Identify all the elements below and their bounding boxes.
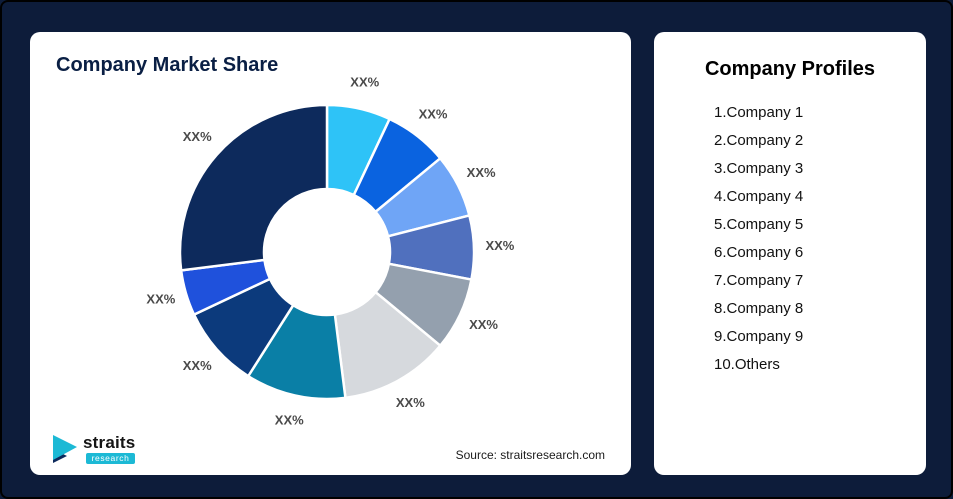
list-item: 2.Company 2: [714, 132, 804, 150]
logo-brand-text: straits: [83, 432, 136, 452]
logo-wordmark: straits research: [83, 432, 136, 464]
market-share-card: XX% XX% XX% XX% XX% XX% XX% XX% XX% XX% Company M…: [30, 32, 631, 475]
segment-label-8: XX%: [183, 358, 212, 373]
segment-label-3: XX%: [467, 165, 496, 180]
segment-label-5: XX%: [469, 317, 498, 332]
donut-chart-area: XX% XX% XX% XX% XX% XX% XX% XX% XX% XX%: [30, 32, 631, 475]
segment-label-9: XX%: [146, 292, 175, 307]
list-item: 3.Company 3: [714, 160, 804, 178]
segment-label-7: XX%: [275, 412, 304, 427]
segment-label-1: XX%: [350, 75, 379, 90]
segment-label-10: XX%: [183, 129, 212, 144]
chart-title: Company Market Share: [56, 54, 279, 76]
profiles-title: Company Profiles: [704, 58, 876, 80]
list-item: 7.Company 7: [714, 272, 804, 290]
list-item: 5.Company 5: [714, 216, 804, 234]
donut-segment-10: [178, 103, 329, 272]
logo-sub-text: research: [85, 452, 136, 464]
list-item: 9.Company 9: [714, 328, 804, 346]
segment-label-6: XX%: [396, 395, 425, 410]
straits-logo: straits research: [52, 432, 136, 464]
list-item: 6.Company 6: [714, 244, 804, 262]
profiles-list: 1.Company 1 2.Company 2 3.Company 3 4.Co…: [654, 99, 926, 379]
source-text: Source: straitsresearch.com: [455, 448, 605, 462]
donut-chart: XX% XX% XX% XX% XX% XX% XX% XX% XX% XX%: [146, 75, 514, 428]
segment-label-2: XX%: [419, 107, 448, 122]
list-item: 4.Company 4: [714, 188, 804, 206]
company-profiles-card: Company Profiles 1.Company 1 2.Company 2…: [654, 32, 926, 475]
straits-logo-icon: [53, 434, 77, 463]
segment-label-4: XX%: [485, 238, 514, 253]
list-item: 10.Others: [714, 356, 780, 374]
list-item: 8.Company 8: [714, 300, 804, 318]
list-item: 1.Company 1: [714, 104, 804, 121]
